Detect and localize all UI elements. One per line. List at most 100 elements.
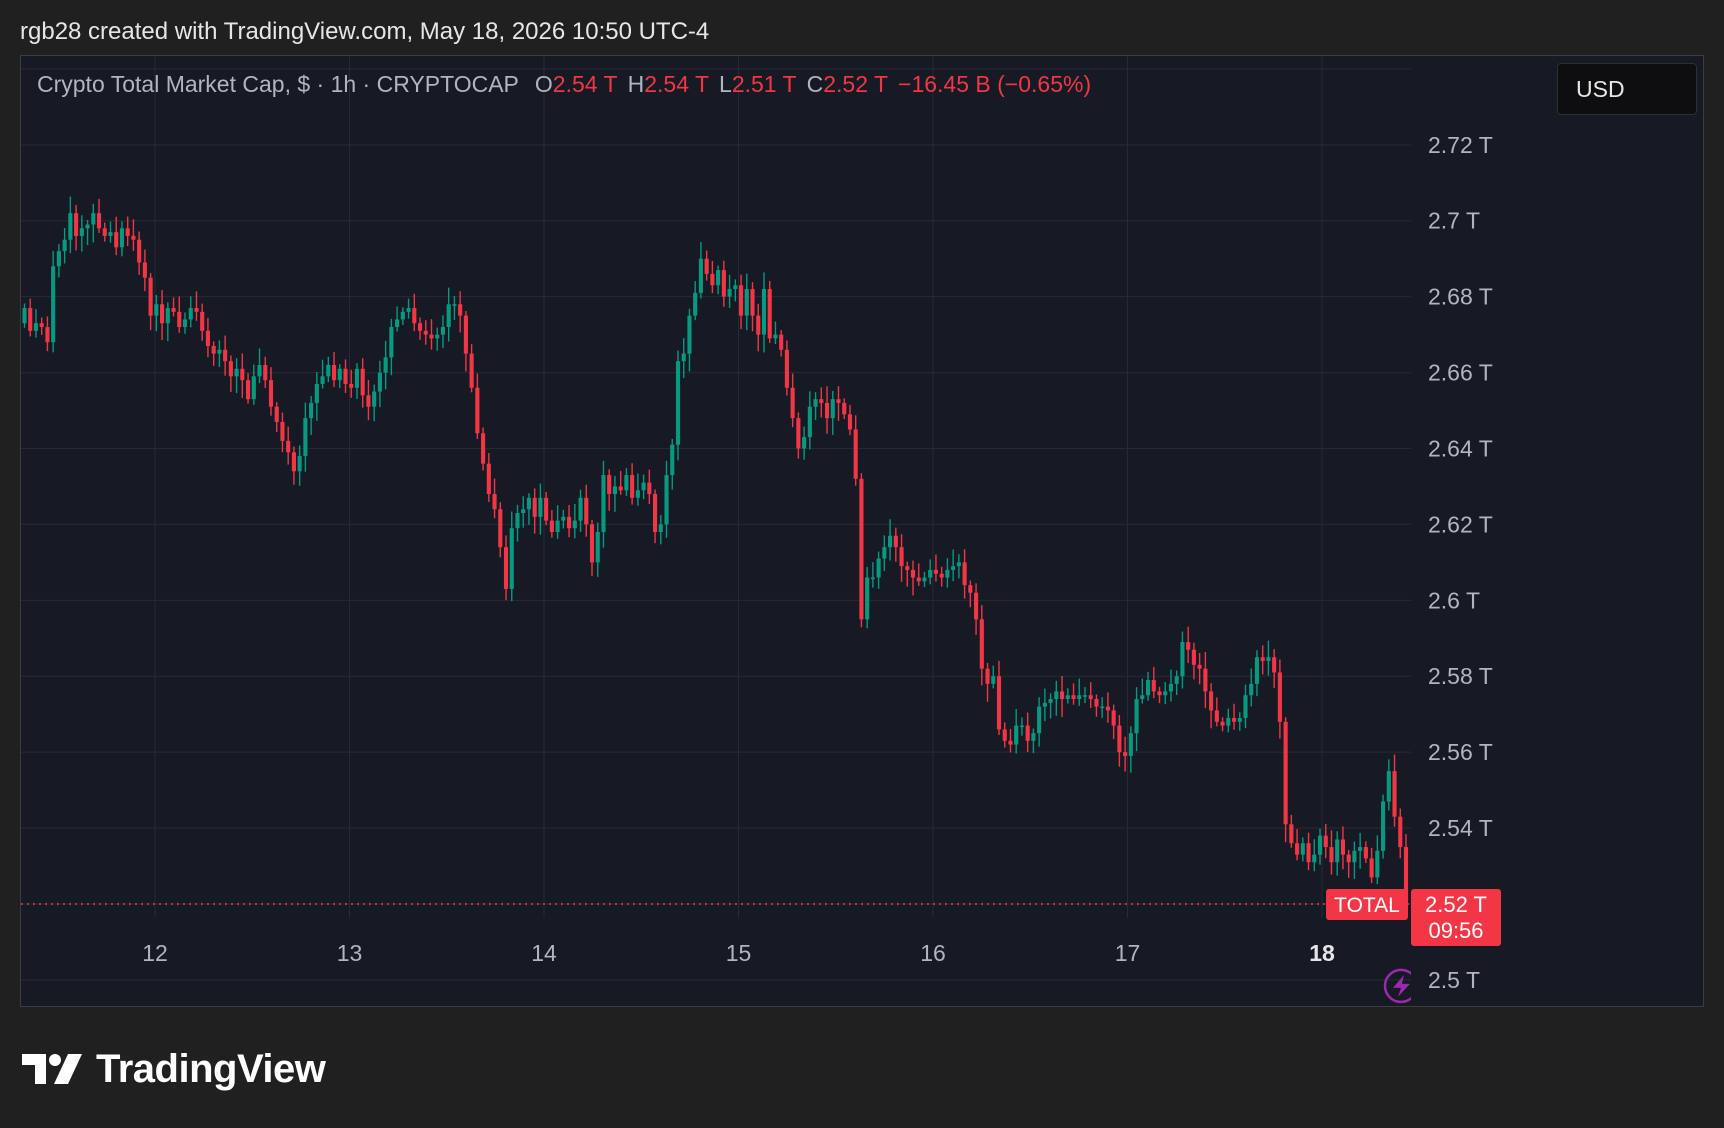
y-tick-label: 2.7 T	[1428, 208, 1480, 234]
candle-down	[1277, 672, 1282, 722]
candle-down	[1105, 706, 1110, 711]
candle-down	[492, 494, 497, 510]
candle-up	[658, 524, 663, 532]
low-value: 2.51 T	[731, 71, 797, 97]
candle-down	[1283, 721, 1288, 825]
candle-up	[1163, 691, 1168, 696]
candle-up	[675, 361, 681, 445]
candle-up	[314, 383, 319, 403]
candle-up	[377, 372, 382, 392]
candle-up	[698, 258, 703, 293]
candle-down	[429, 334, 434, 339]
price-overlay: TOTAL 2.52 T09:56	[21, 888, 1501, 1004]
candle-down	[177, 311, 182, 328]
symbol-legend: Crypto Total Market Cap, $ · 1h · CRYPTO…	[37, 69, 1091, 99]
candle-up	[641, 482, 646, 491]
candle-up	[1042, 702, 1047, 707]
candle-up	[670, 444, 675, 476]
candles	[22, 196, 1409, 913]
candle-up	[309, 402, 314, 419]
x-tick-label: 15	[726, 940, 752, 966]
candle-up	[1300, 843, 1305, 855]
candle-down	[1059, 691, 1065, 700]
candle-up	[664, 475, 669, 525]
candle-down	[28, 308, 33, 331]
candle-up	[515, 513, 520, 529]
candle-up	[572, 520, 577, 529]
candle-up	[1317, 835, 1323, 855]
candle-down	[1025, 725, 1030, 741]
candle-down	[1295, 843, 1300, 855]
candle-up	[1254, 657, 1260, 684]
x-tick-label: 17	[1115, 940, 1141, 966]
candle-down	[1123, 752, 1128, 756]
candle-up	[945, 569, 950, 578]
candle-up	[526, 497, 532, 510]
candle-down	[1214, 710, 1219, 722]
candle-down	[1340, 839, 1346, 855]
candle-up	[1168, 683, 1174, 692]
candle-down	[1209, 691, 1214, 711]
candle-down	[458, 304, 463, 316]
candle-up	[56, 251, 61, 267]
y-tick-label: 2.64 T	[1428, 435, 1493, 461]
candle-down	[704, 258, 709, 274]
candle-down	[824, 402, 830, 419]
candle-down	[1398, 816, 1403, 848]
symbol-description: Crypto Total Market Cap, $ · 1h · CRYPTO…	[37, 71, 519, 97]
open-label: O	[534, 71, 553, 97]
candle-up	[446, 304, 451, 328]
candle-up	[1249, 683, 1254, 696]
candle-up	[1145, 680, 1151, 696]
candle-up	[595, 532, 600, 563]
candle-down	[148, 277, 153, 316]
candle-up	[1140, 695, 1145, 700]
candle-up	[578, 497, 583, 521]
chart-panel[interactable]: 2.72 T 2.7 T 2.68 T 2.66 T 2.64 T 2.62 T 2.6 T…	[20, 55, 1704, 1007]
candle-down	[893, 535, 898, 548]
lightning-badge-icon	[1383, 968, 1411, 1004]
candle-up	[79, 228, 84, 236]
candle-down	[268, 380, 274, 407]
candle-down	[544, 497, 549, 521]
candle-up	[882, 547, 887, 559]
candle-up	[693, 292, 698, 316]
candle-down	[589, 524, 595, 563]
candlestick-chart[interactable]: 2.72 T 2.7 T 2.68 T 2.66 T 2.64 T 2.62 T 2.6 T…	[21, 56, 1705, 1008]
candle-down	[1111, 710, 1116, 726]
lightning-badge-ring	[1383, 968, 1411, 1004]
candle-down	[1191, 649, 1196, 665]
candle-down	[933, 569, 939, 574]
candle-down	[532, 497, 537, 517]
grid-lines	[21, 56, 1411, 981]
candle-down	[1323, 835, 1328, 848]
candle-down	[1186, 642, 1191, 650]
candle-down	[630, 475, 635, 498]
candle-down	[1272, 657, 1277, 673]
candle-down	[779, 334, 784, 350]
candle-down	[171, 308, 176, 312]
candle-down	[842, 402, 847, 415]
candle-down	[836, 399, 841, 403]
currency-selector[interactable]: USD	[1557, 63, 1697, 115]
candle-down	[463, 315, 468, 354]
candle-down	[784, 349, 789, 388]
candle-up	[400, 311, 405, 320]
tradingview-logo-icon	[22, 1054, 82, 1084]
candle-up	[1134, 699, 1139, 734]
candle-down	[1363, 847, 1368, 859]
candle-up	[1358, 847, 1363, 851]
candle-down	[205, 330, 210, 347]
candle-up	[922, 577, 927, 582]
candle-down	[1002, 729, 1007, 741]
header-caption: rgb28 created with TradingView.com, May …	[20, 18, 710, 45]
candle-up	[303, 418, 308, 457]
y-tick-label: 2.56 T	[1428, 739, 1493, 765]
candle-up	[681, 353, 686, 362]
y-tick-label: 2.5 T	[1428, 967, 1480, 993]
candle-down	[349, 383, 354, 388]
candle-down	[974, 592, 979, 620]
candle-up	[1375, 850, 1380, 878]
candle-down	[331, 364, 337, 381]
candle-down	[475, 387, 480, 434]
